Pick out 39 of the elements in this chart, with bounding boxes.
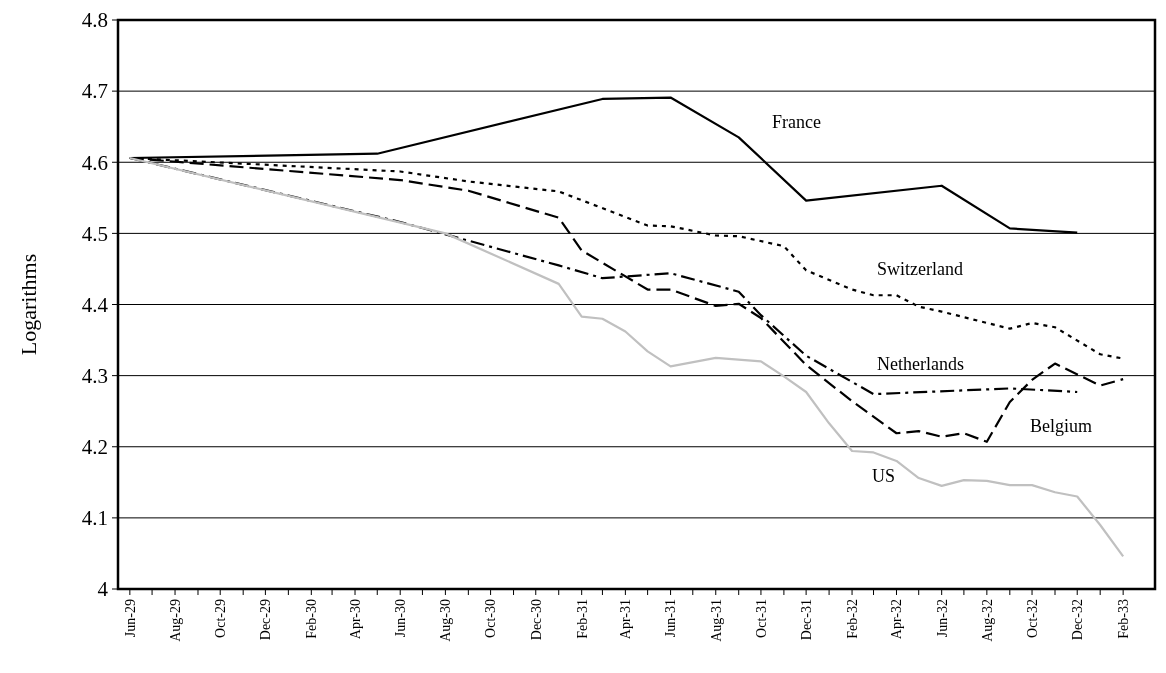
series-label: Netherlands (877, 354, 964, 374)
y-tick-label: 4.3 (81, 363, 108, 388)
y-tick-label: 4.1 (81, 506, 108, 531)
x-tick-label: Feb-33 (1116, 599, 1132, 639)
x-tick-label: Apr-30 (347, 599, 363, 640)
x-tick-label: Jun-31 (663, 599, 679, 638)
x-tick-label: Dec-32 (1070, 599, 1086, 641)
x-tick-label: Oct-32 (1024, 599, 1040, 638)
x-tick-label: Jun-32 (934, 599, 950, 638)
x-tick-label: Apr-31 (618, 599, 634, 640)
y-tick-label: 4 (97, 577, 109, 602)
y-tick-label: 4.4 (81, 292, 109, 317)
x-tick-label: Feb-31 (574, 599, 590, 639)
x-tick-label: Aug-31 (708, 599, 724, 642)
series-label: US (872, 466, 896, 486)
x-tick-label: Jun-29 (122, 599, 138, 638)
y-tick-label: 4.2 (81, 435, 108, 460)
x-tick-label: Aug-29 (167, 599, 183, 642)
x-tick-label: Oct-31 (753, 599, 769, 638)
x-tick-label: Apr-32 (889, 599, 905, 640)
y-tick-label: 4.8 (81, 8, 108, 33)
series-label: Belgium (1030, 416, 1092, 436)
x-tick-label: Oct-30 (483, 599, 499, 638)
y-axis-title: Logarithms (16, 253, 41, 356)
x-tick-label: Dec-31 (799, 599, 815, 641)
series-label: France (772, 112, 821, 132)
x-tick-label: Aug-30 (438, 599, 454, 642)
y-tick-label: 4.5 (81, 221, 108, 246)
x-tick-label: Dec-29 (258, 599, 274, 641)
x-tick-label: Dec-30 (528, 599, 544, 641)
line-series (128, 156, 1125, 558)
series-label: Switzerland (877, 259, 963, 279)
x-tick-label: Oct-29 (213, 599, 229, 638)
x-tick-label: Aug-32 (979, 599, 995, 642)
x-tick-label: Jun-30 (393, 599, 409, 638)
x-tick-label: Feb-32 (844, 599, 860, 639)
y-tick-label: 4.7 (81, 79, 108, 104)
x-tick-label: Feb-30 (304, 599, 320, 639)
y-tick-label: 4.6 (81, 150, 108, 175)
